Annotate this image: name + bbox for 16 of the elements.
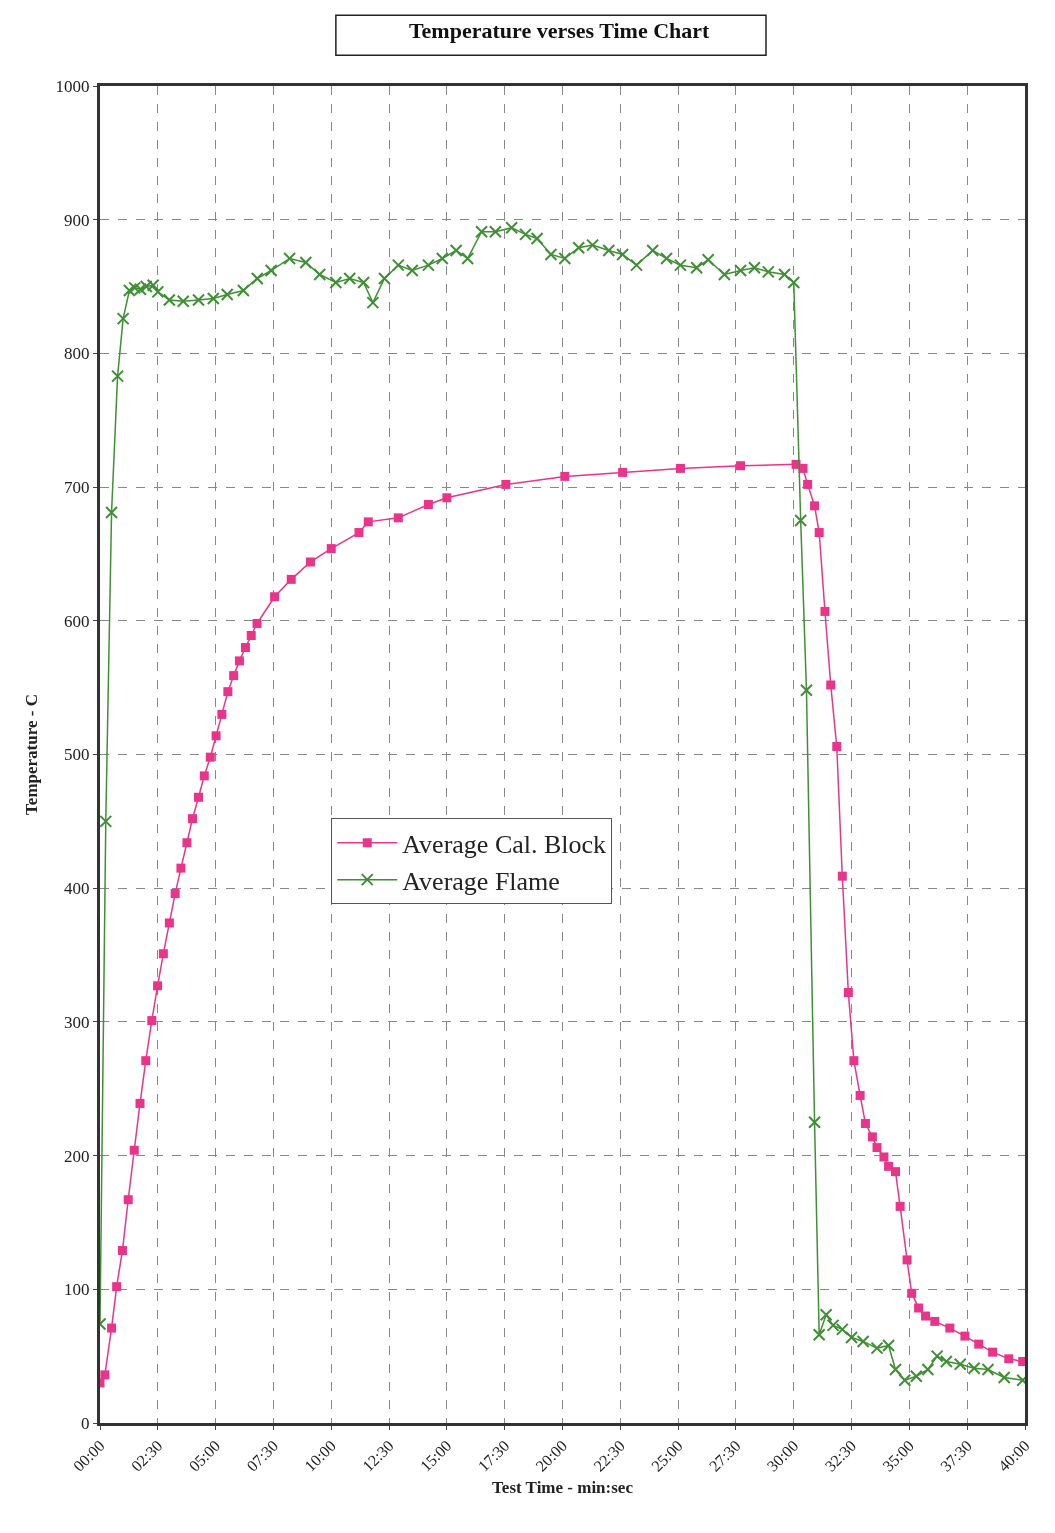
- y-axis-title: Temperature - C: [22, 694, 42, 815]
- x-axis-title: Test Time - min:sec: [492, 1478, 634, 1498]
- y-tick-label: 600: [64, 611, 90, 631]
- y-tick-label: 800: [64, 344, 90, 364]
- chart-title: Temperature verses Time Chart: [408, 18, 711, 44]
- y-tick-label: 100: [64, 1280, 90, 1300]
- y-tick-label: 200: [64, 1146, 90, 1166]
- legend-label: Average Flame: [402, 866, 560, 896]
- y-tick-label: 900: [64, 210, 90, 230]
- y-tick-label: 400: [64, 879, 90, 899]
- y-tick-label: 500: [64, 745, 90, 765]
- legend-label: Average Cal. Block: [402, 830, 607, 859]
- y-tick-label: 300: [64, 1012, 90, 1032]
- y-tick-label: 1000: [55, 76, 90, 96]
- y-tick-label: 0: [81, 1413, 90, 1433]
- y-tick-label: 700: [64, 478, 90, 498]
